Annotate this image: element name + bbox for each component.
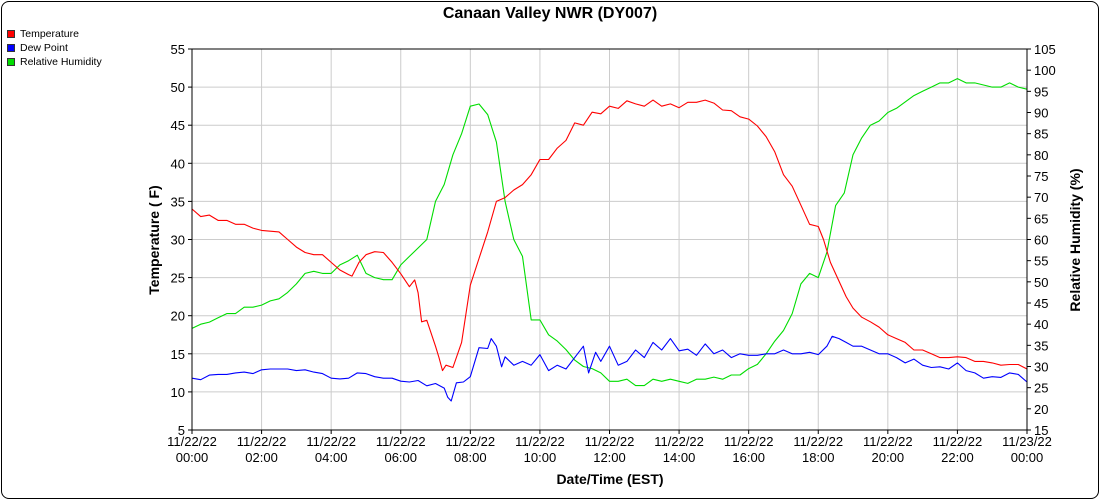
right-tick-label: 60 (1034, 233, 1048, 248)
legend-swatch-relative-humidity (7, 58, 15, 66)
left-tick-label: 15 (171, 347, 185, 362)
x-axis-title: Date/Time (EST) (556, 471, 663, 487)
right-tick-label: 65 (1034, 211, 1048, 226)
y-axis-left-title: Temperature ( F) (146, 185, 162, 294)
y-axis-right-title: Relative Humidity (%) (1067, 168, 1083, 311)
x-tick-time: 08:00 (454, 450, 487, 465)
right-tick-label: 40 (1034, 317, 1048, 332)
x-tick-time: 20:00 (872, 450, 905, 465)
right-tick-label: 50 (1034, 275, 1048, 290)
x-tick-time: 00:00 (1011, 450, 1044, 465)
right-tick-label: 90 (1034, 106, 1048, 121)
right-tick-label: 100 (1034, 63, 1056, 78)
x-tick-time: 16:00 (732, 450, 765, 465)
right-tick-label: 45 (1034, 296, 1048, 311)
legend-item-relative-humidity: Relative Humidity (7, 55, 102, 69)
legend-label-dew-point: Dew Point (20, 42, 68, 54)
right-tick-label: 75 (1034, 169, 1048, 184)
legend-label-temperature: Temperature (20, 28, 79, 40)
x-tick-date: 11/22/22 (306, 434, 356, 449)
legend-swatch-temperature (7, 30, 15, 38)
left-tick-label: 20 (171, 309, 185, 324)
x-tick-time: 22:00 (941, 450, 974, 465)
x-tick-date: 11/22/22 (933, 434, 983, 449)
right-tick-label: 55 (1034, 254, 1048, 269)
legend-item-temperature: Temperature (7, 27, 102, 41)
left-tick-label: 35 (171, 194, 185, 209)
x-tick-date: 11/22/22 (724, 434, 774, 449)
x-tick-time: 06:00 (384, 450, 417, 465)
x-tick-date: 11/22/22 (585, 434, 635, 449)
series-line-dew-point (191, 335, 1028, 402)
right-tick-label: 25 (1034, 381, 1048, 396)
right-tick-label: 15 (1034, 423, 1048, 438)
right-tick-label: 95 (1034, 84, 1048, 99)
x-tick-date: 11/22/22 (237, 434, 287, 449)
series-line-relative-humidity (191, 78, 1028, 387)
left-axis-ticks: 5 10 15 20 25 30 35 40 45 50 55 (171, 42, 192, 438)
x-tick-date: 11/22/22 (167, 434, 217, 449)
left-tick-label: 55 (171, 42, 185, 57)
x-tick-time: 18:00 (802, 450, 835, 465)
right-axis-ticks: 15 20 25 30 35 40 45 50 55 60 65 70 75 80 85 90 95 100 105 (1027, 42, 1056, 438)
series-line-temperature (191, 99, 1028, 372)
right-tick-label: 105 (1034, 42, 1056, 57)
x-tick-date: 11/22/22 (515, 434, 565, 449)
x-tick-time: 12:00 (593, 450, 626, 465)
chart-title: Canaan Valley NWR (DY007) (442, 5, 658, 22)
x-tick-time: 02:00 (245, 450, 278, 465)
series-layer (191, 78, 1028, 402)
x-tick-date: 11/22/22 (654, 434, 704, 449)
left-tick-label: 30 (171, 233, 185, 248)
legend-swatch-dew-point (7, 44, 15, 52)
x-tick-date: 11/22/22 (793, 434, 843, 449)
right-tick-label: 70 (1034, 190, 1048, 205)
x-tick-time: 14:00 (663, 450, 696, 465)
legend: Temperature Dew Point Relative Humidity (7, 27, 102, 69)
left-tick-label: 25 (171, 271, 185, 286)
right-tick-label: 35 (1034, 338, 1048, 353)
legend-item-dew-point: Dew Point (7, 41, 102, 55)
left-tick-label: 40 (171, 156, 185, 171)
x-tick-date: 11/22/22 (863, 434, 913, 449)
x-tick-date: 11/22/22 (446, 434, 496, 449)
x-tick-time: 10:00 (524, 450, 557, 465)
right-tick-label: 85 (1034, 127, 1048, 142)
left-tick-label: 50 (171, 80, 185, 95)
x-tick-date: 11/22/22 (376, 434, 426, 449)
left-tick-label: 5 (178, 423, 185, 438)
x-tick-date: 11/23/22 (1002, 434, 1052, 449)
left-tick-label: 45 (171, 118, 185, 133)
left-tick-label: 10 (171, 385, 185, 400)
x-tick-time: 04:00 (315, 450, 348, 465)
legend-label-relative-humidity: Relative Humidity (20, 56, 102, 68)
right-tick-label: 30 (1034, 360, 1048, 375)
right-tick-label: 20 (1034, 402, 1048, 417)
right-tick-label: 80 (1034, 148, 1048, 163)
x-tick-time: 00:00 (176, 450, 209, 465)
x-axis-ticks: 11/22/2200:0011/22/2202:0011/22/2204:001… (167, 430, 1052, 465)
